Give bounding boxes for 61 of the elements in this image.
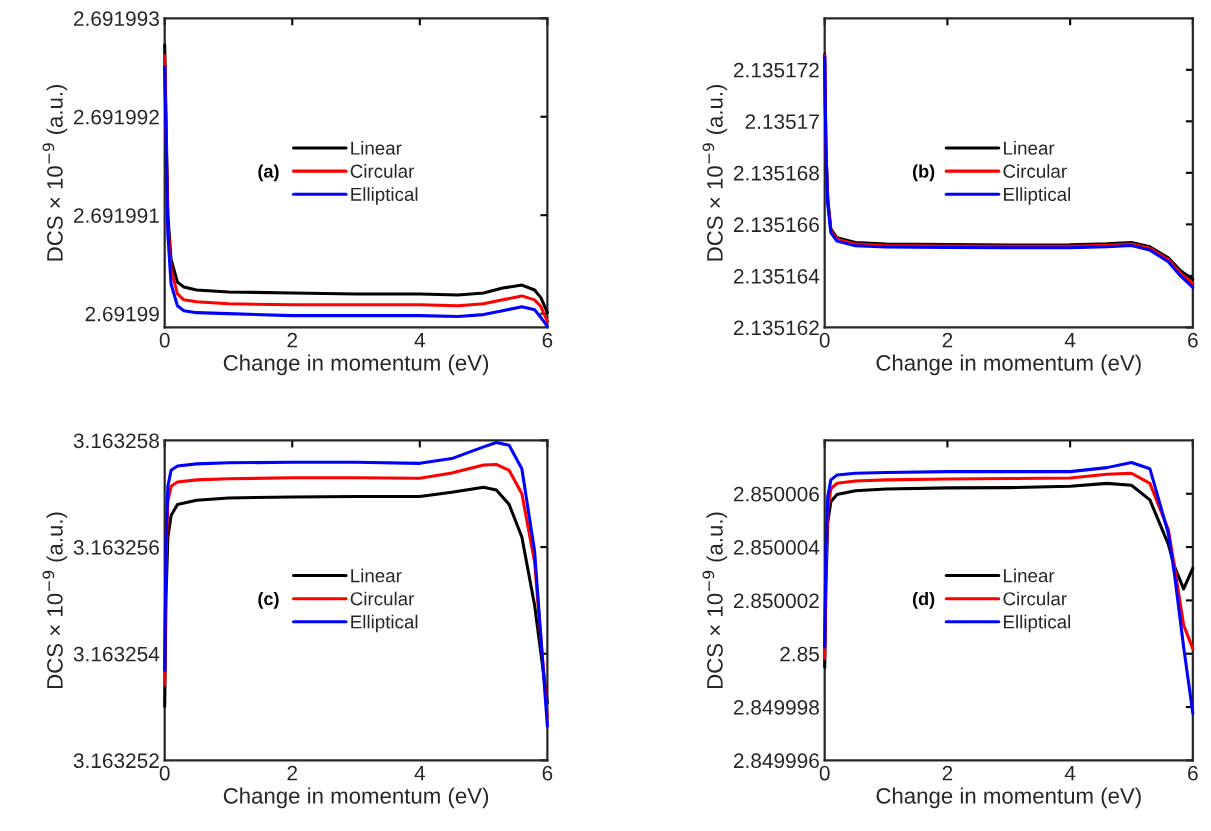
x-tick-label: 4 xyxy=(414,333,425,348)
legend-label: Linear xyxy=(351,141,402,155)
y-tick-label: 2.85 xyxy=(780,646,819,662)
y-tick-label: 2.135168 xyxy=(733,165,819,181)
legend-label: Linear xyxy=(1004,141,1055,155)
legend-label: Linear xyxy=(1004,568,1055,583)
x-tick-label: 0 xyxy=(159,332,170,348)
y-tick-label: 2.849996 xyxy=(733,753,819,769)
x-tick-label: 0 xyxy=(159,765,170,781)
y-tick-label: 2.135166 xyxy=(733,217,819,233)
x-tick-label: 2 xyxy=(942,765,953,781)
x-tick-label: 2 xyxy=(287,332,297,348)
line-series xyxy=(823,461,1195,715)
legend-label: Circular xyxy=(350,164,415,178)
annotation: (c) xyxy=(258,591,279,609)
y-tick-label: 2.13517 xyxy=(745,114,819,130)
annotation: (d) xyxy=(912,591,935,609)
y-tick-label: 2.850006 xyxy=(733,486,819,502)
y-tick-label: 2.691991 xyxy=(74,208,159,223)
x-axis-title: Change in momentum (eV) xyxy=(876,787,1141,809)
y-tick-label: 2.849998 xyxy=(733,700,819,715)
legend-label: Circular xyxy=(1003,591,1067,606)
y-tick-label: 3.163254 xyxy=(73,646,160,662)
y-axis-title: DCS × 10$^{−9}$ (a.u.) xyxy=(702,84,728,261)
x-tick-label: 4 xyxy=(414,765,425,781)
x-tick-label: 6 xyxy=(542,332,553,348)
y-tick-label: 2.69199 xyxy=(85,306,159,322)
x-axis-title: Change in momentum (eV) xyxy=(223,354,489,376)
y-tick-label: 2.135162 xyxy=(733,320,819,336)
y-tick-label: 2.691992 xyxy=(74,109,159,125)
x-tick-label: 0 xyxy=(819,765,830,781)
legend-label: Elliptical xyxy=(351,187,418,205)
y-tick-label: 2.850004 xyxy=(733,540,820,555)
x-tick-label: 6 xyxy=(1188,332,1198,348)
legend-label: Elliptical xyxy=(1004,614,1071,633)
annotation: (a) xyxy=(258,164,279,182)
x-tick-label: 2 xyxy=(942,332,953,348)
y-axis-title: DCS × 10$^{−9}$ (a.u.) xyxy=(702,512,728,689)
y-axis-title: DCS × 10$^{−9}$ (a.u.) xyxy=(42,84,68,261)
y-tick-label: 3.163252 xyxy=(73,753,159,769)
x-tick-label: 4 xyxy=(1064,333,1076,348)
y-tick-label: 2.135164 xyxy=(733,268,820,284)
legend-label: Elliptical xyxy=(351,614,418,633)
annotation: (b) xyxy=(912,164,935,182)
y-axis-title: DCS × 10$^{−9}$ (a.u.) xyxy=(42,512,68,689)
legend-label: Circular xyxy=(350,591,415,606)
y-tick-label: 2.691993 xyxy=(74,11,159,27)
x-tick-label: 6 xyxy=(542,765,553,781)
x-tick-label: 2 xyxy=(287,765,297,781)
y-tick-label: 2.850002 xyxy=(733,593,819,609)
legend-label: Elliptical xyxy=(1004,187,1071,205)
x-axis-title: Change in momentum (eV) xyxy=(876,354,1141,376)
y-tick-label: 3.163258 xyxy=(73,433,159,449)
x-tick-label: 4 xyxy=(1064,765,1076,781)
legend-label: Circular xyxy=(1003,164,1067,178)
x-tick-label: 0 xyxy=(819,332,830,348)
x-tick-label: 6 xyxy=(1188,765,1198,781)
y-tick-label: 2.135172 xyxy=(733,62,819,78)
x-axis-title: Change in momentum (eV) xyxy=(223,787,489,809)
legend-label: Linear xyxy=(351,568,402,583)
y-tick-label: 3.163256 xyxy=(73,540,159,555)
